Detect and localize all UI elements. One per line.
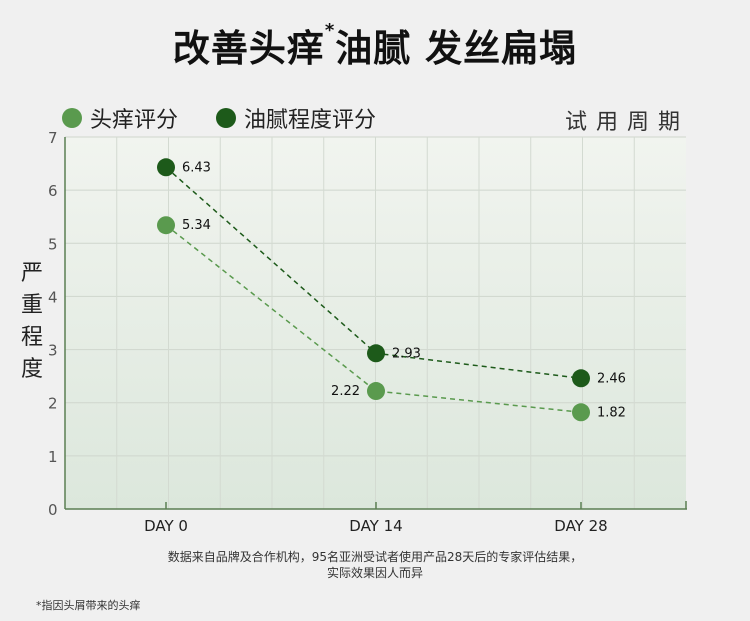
data-point-oil <box>572 369 590 388</box>
legend-item-itch: 头痒评分 <box>62 102 178 134</box>
series-layer: 5.34 2.22 1.82 6.43 2.93 2.46 <box>157 158 626 422</box>
data-point-itch <box>572 403 590 422</box>
footnote: *指因头屑带来的头痒 <box>36 599 141 612</box>
x-axis-title: 试用周期 <box>565 110 690 135</box>
y-axis-title-char: 程 <box>20 325 43 350</box>
y-axis-title-char: 严 <box>20 261 43 286</box>
legend-item-oil: 油腻程度评分 <box>216 102 376 134</box>
axes: 0 1 2 3 4 5 6 7 DAY 0 DAY 14 DAY 28 <box>48 129 687 535</box>
y-tick-label: 2 <box>48 395 58 413</box>
y-axis-title-char: 重 <box>20 293 43 318</box>
legend-marker-oil <box>216 108 237 128</box>
legend-label-itch: 头痒评分 <box>90 108 179 133</box>
y-tick-label: 3 <box>48 342 58 360</box>
data-point-oil <box>367 344 385 363</box>
y-tick-label: 5 <box>48 235 58 253</box>
y-tick-label: 1 <box>48 448 58 466</box>
y-tick-label: 7 <box>48 129 58 147</box>
legend-label-oil: 油腻程度评分 <box>244 108 377 133</box>
x-tick-label: DAY 14 <box>349 517 402 535</box>
data-label-oil: 2.93 <box>392 346 421 361</box>
title-marker: * <box>324 20 336 41</box>
data-label-itch: 1.82 <box>597 405 626 420</box>
data-label-itch: 5.34 <box>182 218 211 233</box>
data-label-oil: 6.43 <box>182 160 211 175</box>
x-tick-label: DAY 28 <box>554 517 607 535</box>
x-tick-label: DAY 0 <box>144 517 188 535</box>
legend-marker-itch <box>62 108 82 128</box>
note-line: 数据来自品牌及合作机构，95名亚洲受试者使用产品28天后的专家评估结果， <box>167 550 583 564</box>
data-label-itch: 2.22 <box>331 384 360 399</box>
y-tick-label: 6 <box>48 182 58 200</box>
title-part1: 改善头痒 <box>172 27 325 70</box>
title-part2: 油腻 发丝扁塌 <box>335 27 578 70</box>
data-point-oil <box>157 158 175 177</box>
y-tick-label: 4 <box>48 288 58 306</box>
data-point-itch <box>367 382 385 401</box>
y-tick-label: 0 <box>48 501 58 519</box>
data-label-oil: 2.46 <box>597 371 626 386</box>
legend: 头痒评分 油腻程度评分 <box>62 102 414 134</box>
data-source-note: 数据来自品牌及合作机构，95名亚洲受试者使用产品28天后的专家评估结果， 实际效… <box>0 549 750 581</box>
y-axis-title: 严 重 程 度 <box>20 258 44 386</box>
y-axis-title-char: 度 <box>20 357 43 382</box>
chart-title: 改善头痒*油腻 发丝扁塌 <box>0 18 750 72</box>
data-point-itch <box>157 216 175 235</box>
note-line: 实际效果因人而异 <box>326 566 423 580</box>
